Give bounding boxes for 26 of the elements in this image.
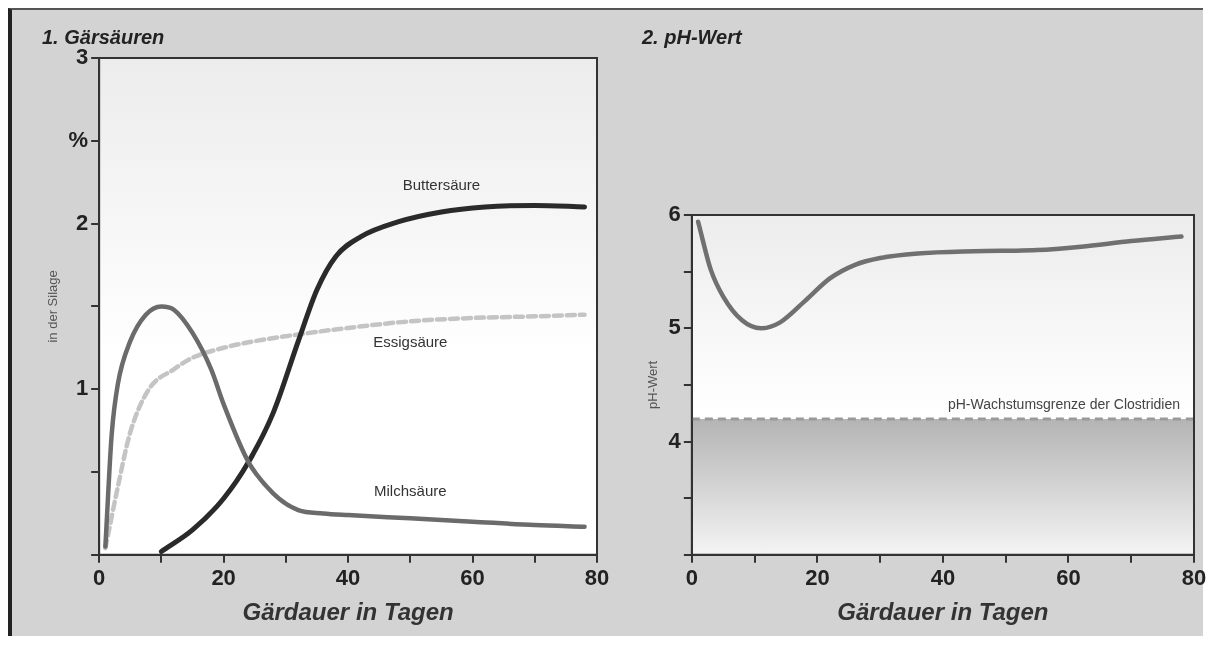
line-series bbox=[695, 219, 1184, 331]
x-tick-label: 40 bbox=[335, 565, 361, 591]
y-tick-label: 1 bbox=[75, 375, 89, 401]
series-label: Milchsäure bbox=[374, 482, 447, 500]
x-tick-label: 60 bbox=[460, 565, 485, 591]
x-tick-label: 0 bbox=[93, 565, 106, 591]
x-tick-label: 20 bbox=[805, 565, 830, 591]
y-tick-label: 6 bbox=[668, 201, 681, 227]
x-axis-title: Gärdauer in Tagen bbox=[242, 598, 454, 626]
y-tick-label: % bbox=[68, 126, 89, 152]
series-label: Essigsäure bbox=[373, 333, 448, 351]
y-tick-label: 2 bbox=[75, 209, 89, 235]
x-axis-title: Gärdauer in Tagen bbox=[837, 598, 1049, 626]
y-axis-title: pH-Wert bbox=[645, 360, 661, 409]
y-tick-label: 4 bbox=[668, 427, 682, 453]
chart-title: 2. pH-Wert bbox=[641, 25, 743, 48]
ref-line-label: pH-Wachstumsgrenze der Clostridien bbox=[947, 395, 1180, 412]
series-label: Buttersäure bbox=[402, 176, 481, 194]
y-tick-label: 5 bbox=[668, 314, 681, 340]
x-tick-label: 80 bbox=[1181, 565, 1207, 591]
x-tick-label: 80 bbox=[584, 565, 610, 591]
x-tick-label: 60 bbox=[1056, 565, 1081, 591]
x-tick-label: 0 bbox=[685, 565, 698, 591]
x-tick-label: 20 bbox=[211, 565, 236, 591]
x-tick-label: 40 bbox=[930, 565, 956, 591]
y-axis-title: in der Silage bbox=[45, 270, 61, 343]
